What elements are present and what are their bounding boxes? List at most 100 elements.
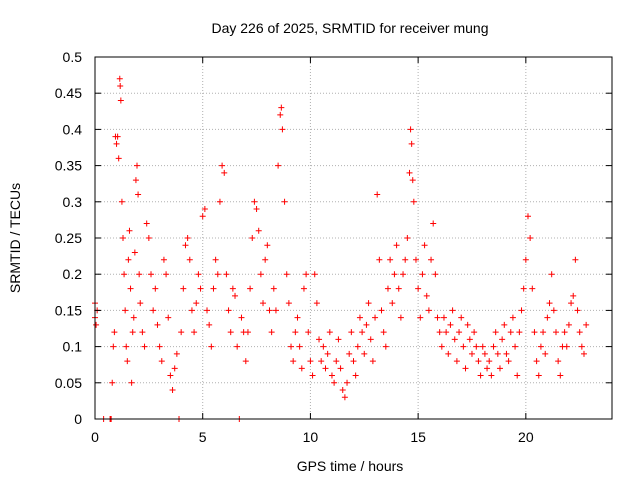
data-point: [238, 314, 245, 321]
x-tick-label: 5: [199, 429, 207, 445]
data-point: [540, 329, 547, 336]
y-tick-label: 0.5: [63, 49, 83, 65]
data-point: [210, 285, 217, 292]
data-point: [279, 126, 286, 133]
data-point: [447, 321, 454, 328]
data-point: [453, 358, 460, 365]
data-point: [404, 235, 411, 241]
data-point: [350, 358, 357, 365]
data-point: [290, 358, 297, 365]
data-point: [333, 358, 340, 365]
data-point: [180, 285, 187, 292]
data-point: [477, 372, 484, 379]
data-point: [339, 387, 346, 394]
data-point: [479, 343, 486, 350]
data-point: [171, 365, 178, 372]
data-point: [484, 365, 491, 372]
data-point: [264, 242, 271, 249]
data-point: [337, 365, 344, 372]
y-tick-label: 0.1: [63, 339, 83, 355]
data-point: [206, 321, 213, 328]
y-tick-label: 0: [74, 411, 82, 427]
data-point: [322, 365, 329, 372]
data-point: [407, 126, 414, 133]
data-point: [130, 314, 137, 321]
data-point: [305, 329, 312, 336]
data-point: [363, 321, 370, 328]
data-point: [195, 271, 202, 278]
data-point: [150, 307, 157, 314]
data-point: [201, 206, 208, 213]
data-point: [428, 256, 435, 263]
data-point: [359, 329, 366, 336]
data-point: [216, 198, 223, 205]
data-point: [193, 300, 200, 307]
data-point: [451, 336, 458, 343]
data-point: [232, 292, 239, 299]
data-point: [184, 235, 191, 241]
data-point: [410, 198, 417, 205]
data-point: [496, 365, 503, 372]
data-point: [188, 307, 195, 314]
data-point: [221, 169, 228, 176]
data-point: [494, 350, 501, 357]
y-axis-title: SRMTID / TECUs: [7, 183, 23, 293]
data-point: [115, 155, 122, 162]
data-point: [320, 343, 327, 350]
x-tick-label: 10: [303, 429, 319, 445]
data-point: [212, 256, 219, 263]
data-point: [120, 235, 127, 241]
data-point: [109, 379, 116, 386]
data-point: [152, 285, 159, 292]
data-point: [127, 285, 134, 292]
data-point: [137, 300, 144, 307]
data-point: [158, 358, 165, 365]
data-point: [456, 329, 463, 336]
data-point: [570, 292, 577, 299]
data-point: [546, 300, 553, 307]
data-point: [197, 285, 204, 292]
data-point: [129, 329, 136, 336]
data-point: [294, 314, 301, 321]
data-point: [277, 111, 284, 118]
data-point: [262, 256, 269, 263]
data-point: [309, 372, 316, 379]
data-point: [124, 358, 131, 365]
data-point: [135, 191, 142, 198]
data-point: [527, 235, 534, 241]
data-point: [229, 285, 236, 292]
y-tick-label: 0.15: [55, 302, 82, 318]
data-point: [186, 256, 193, 263]
data-point: [303, 271, 310, 278]
data-point: [160, 256, 167, 263]
data-point: [436, 329, 443, 336]
data-point: [408, 140, 415, 147]
data-point: [568, 300, 575, 307]
data-point: [93, 321, 100, 328]
data-point: [518, 307, 525, 314]
data-point: [281, 198, 288, 205]
data-point: [324, 350, 331, 357]
data-point: [434, 314, 441, 321]
data-point: [123, 343, 130, 350]
data-point: [438, 343, 445, 350]
data-point: [331, 379, 338, 386]
y-tick-label: 0.4: [63, 121, 83, 137]
data-point: [167, 372, 174, 379]
data-point: [391, 271, 398, 278]
data-point: [464, 321, 471, 328]
data-point: [139, 329, 146, 336]
data-point: [255, 227, 262, 234]
data-point: [501, 321, 508, 328]
data-point: [503, 350, 510, 357]
data-point: [125, 256, 132, 263]
data-point: [462, 365, 469, 372]
data-point: [169, 387, 176, 394]
data-point: [365, 300, 372, 307]
data-point: [121, 271, 128, 278]
data-point: [173, 350, 180, 357]
data-point: [475, 358, 482, 365]
data-point: [380, 329, 387, 336]
data-point: [520, 285, 527, 292]
data-point: [132, 177, 139, 184]
